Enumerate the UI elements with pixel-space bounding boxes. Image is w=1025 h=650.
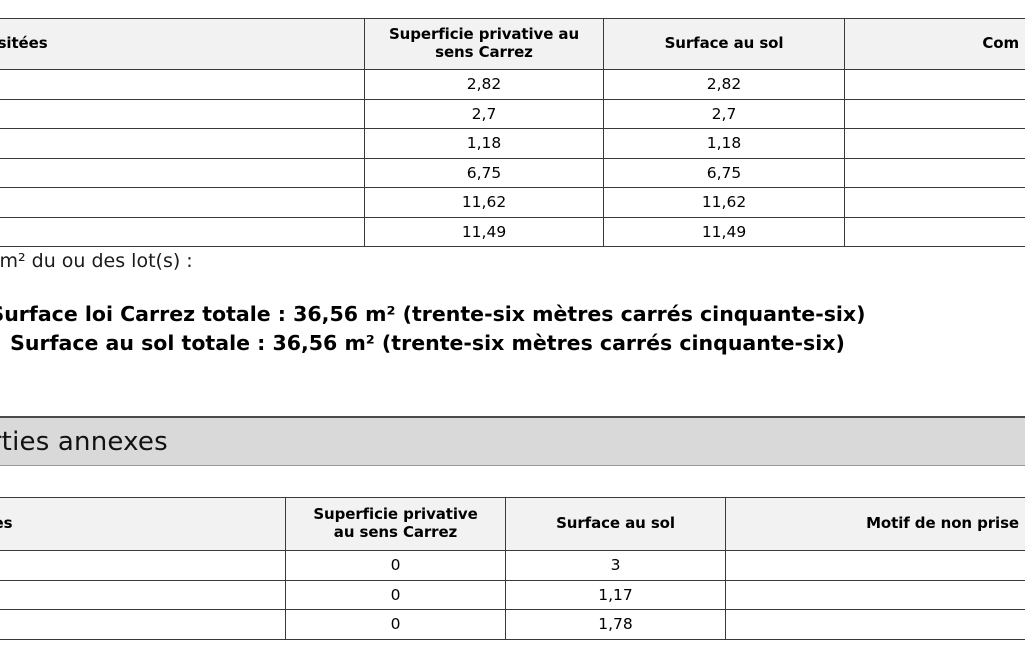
- column-header-surface-au-sol: Surface au sol: [505, 497, 726, 551]
- cell-designation: [0, 609, 286, 640]
- lots-header-row: l'immeuble bâtis visitées Superficie pri…: [0, 18, 1025, 70]
- surface-carrez-lots-table: l'immeuble bâtis visitées Superficie pri…: [0, 18, 1025, 247]
- cell-designation: [0, 187, 365, 218]
- cell-commentaire: [844, 216, 1025, 247]
- cell-superficie-carrez: 11,49: [364, 216, 604, 247]
- table-row: 2,82 2,82: [0, 69, 1025, 100]
- cell-designation: [0, 157, 365, 188]
- cell-designation: [0, 579, 286, 610]
- table-row: 1,18 1,18: [0, 128, 1025, 159]
- column-header-commentaire: Com: [844, 18, 1025, 70]
- cell-superficie-carrez: 2,7: [364, 98, 604, 129]
- column-header-superficie-carrez: Superficie privative au sens Carrez: [285, 497, 506, 551]
- annexes-table-body: 0 3 0 1,17 0 1,78: [0, 550, 1025, 640]
- lots-table-body: 2,82 2,82 n 2,7 2,7 1,18 1,18 6,75 6,75: [0, 69, 1025, 247]
- surface-intro-text: tive en m² du ou des lot(s) :: [0, 250, 193, 272]
- cell-surface-au-sol: 6,75: [603, 157, 845, 188]
- cell-commentaire: [844, 98, 1025, 129]
- annexes-header-row: meuble bâtis visitées Superficie privati…: [0, 497, 1025, 551]
- cell-superficie-carrez: 1,18: [364, 128, 604, 159]
- cell-surface-au-sol: 11,49: [603, 216, 845, 247]
- column-header-surface-au-sol: Surface au sol: [603, 18, 845, 70]
- column-header-superficie-carrez: Superficie privative au sens Carrez: [364, 18, 604, 70]
- annexes-table-head: meuble bâtis visitées Superficie privati…: [0, 497, 1025, 551]
- cell-commentaire: [844, 128, 1025, 159]
- cell-superficie-carrez: 6,75: [364, 157, 604, 188]
- cell-surface-au-sol: 1,78: [505, 609, 726, 640]
- cell-designation: [0, 550, 286, 581]
- table-row: 0 3: [0, 550, 1025, 581]
- cell-superficie-carrez: 0: [285, 579, 506, 610]
- section-header-parties-annexes: pérage – Parties annexes: [0, 416, 1025, 466]
- cell-surface-au-sol: 1,17: [505, 579, 726, 610]
- cell-commentaire: [844, 187, 1025, 218]
- cell-designation: [0, 216, 365, 247]
- section-title: pérage – Parties annexes: [0, 426, 168, 457]
- surface-totals-block: Surface loi Carrez totale : 36,56 m² (tr…: [0, 300, 1025, 358]
- cell-surface-au-sol: 2,7: [603, 98, 845, 129]
- cell-surface-au-sol: 3: [505, 550, 726, 581]
- cell-superficie-carrez: 0: [285, 550, 506, 581]
- cell-designation: n: [0, 98, 365, 129]
- cell-superficie-carrez: 0: [285, 609, 506, 640]
- table-row: 11,49 11,49: [0, 216, 1025, 247]
- column-header-motif-non-prise: Motif de non prise: [725, 497, 1025, 551]
- cell-motif-non-prise: [725, 579, 1025, 610]
- table-row: n 2,7 2,7: [0, 98, 1025, 129]
- cell-motif-non-prise: [725, 609, 1025, 640]
- table-row: 0 1,17: [0, 579, 1025, 610]
- cell-superficie-carrez: 2,82: [364, 69, 604, 100]
- cell-surface-au-sol: 2,82: [603, 69, 845, 100]
- cell-designation: [0, 128, 365, 159]
- total-sol-line: Surface au sol totale : 36,56 m² (trente…: [10, 331, 845, 356]
- cell-commentaire: [844, 69, 1025, 100]
- cell-surface-au-sol: 1,18: [603, 128, 845, 159]
- column-header-designation: l'immeuble bâtis visitées: [0, 18, 365, 70]
- table-row: 6,75 6,75: [0, 157, 1025, 188]
- cell-motif-non-prise: [725, 550, 1025, 581]
- cell-superficie-carrez: 11,62: [364, 187, 604, 218]
- total-carrez-line: Surface loi Carrez totale : 36,56 m² (tr…: [0, 302, 866, 326]
- cell-surface-au-sol: 11,62: [603, 187, 845, 218]
- parties-annexes-table: meuble bâtis visitées Superficie privati…: [0, 497, 1025, 640]
- lots-table-head: l'immeuble bâtis visitées Superficie pri…: [0, 18, 1025, 70]
- column-header-designation: meuble bâtis visitées: [0, 497, 286, 551]
- cell-commentaire: [844, 157, 1025, 188]
- cell-designation: [0, 69, 365, 100]
- table-row: 0 1,78: [0, 609, 1025, 640]
- table-row: 11,62 11,62: [0, 187, 1025, 218]
